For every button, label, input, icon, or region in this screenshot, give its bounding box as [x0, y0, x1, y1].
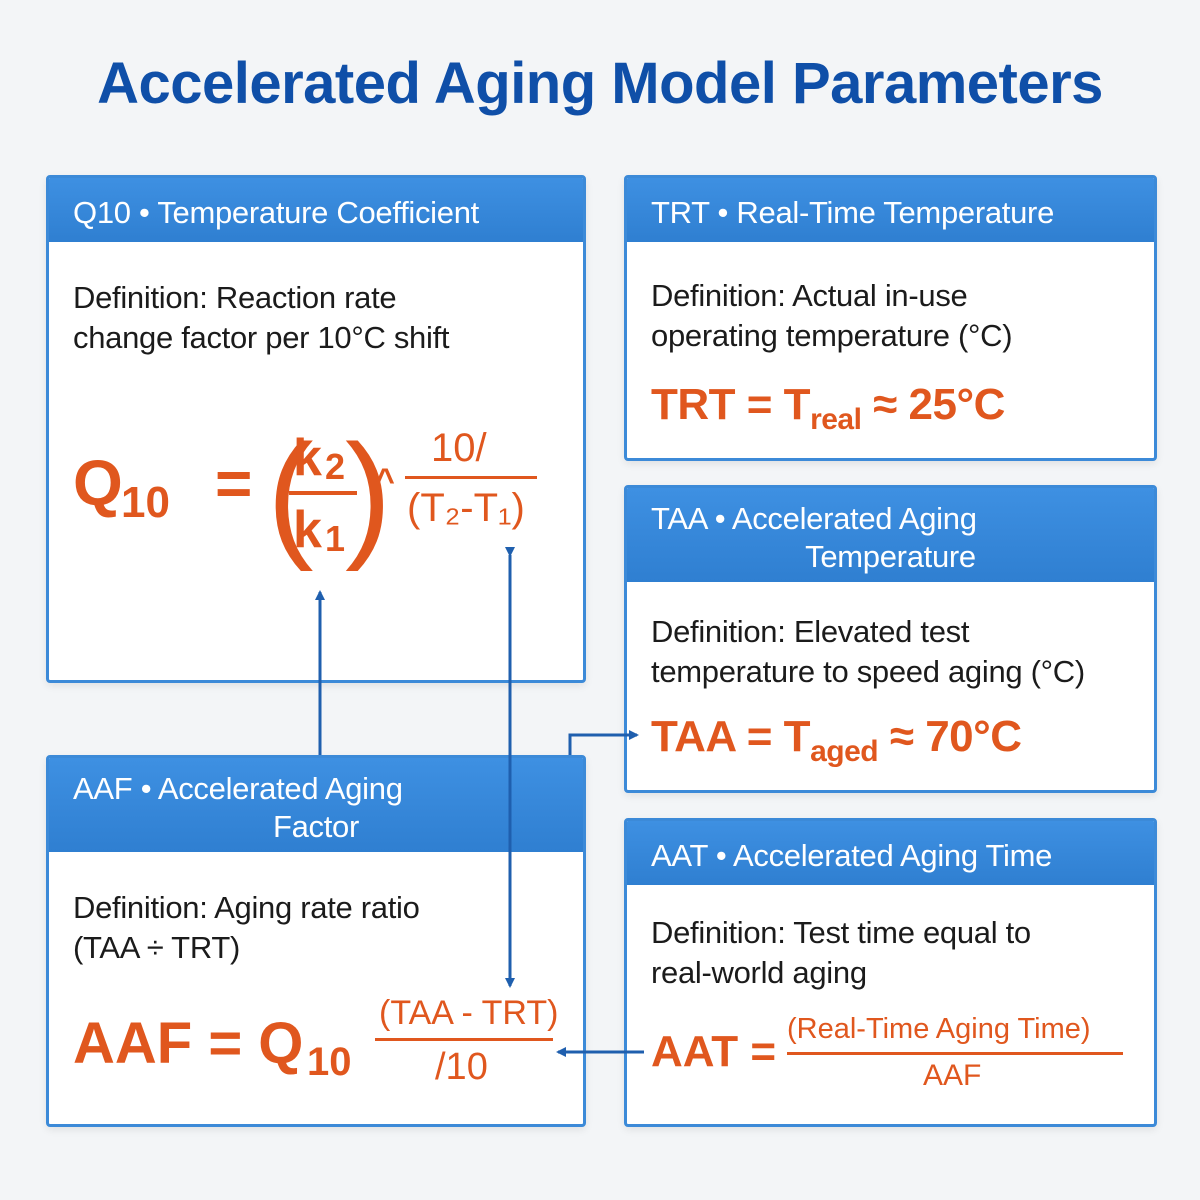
- q10-definition-line1: Definition: Reaction rate: [73, 280, 397, 315]
- q10-eq-equals: =: [215, 447, 253, 519]
- aaf-eq-exp-numerator: (TAA - TRT): [379, 994, 559, 1032]
- page-title: Accelerated Aging Model Parameters: [97, 51, 1103, 116]
- q10-right-paren: ): [345, 415, 392, 572]
- aaf-eq-left: AAF = Q: [73, 1011, 304, 1076]
- trt-card-header: TRT • Real-Time Temperature: [627, 178, 1154, 242]
- trt-equation: TRT = Treal ≈ 25°C: [651, 380, 1005, 437]
- taa-equation: TAA = Taged ≈ 70°C: [651, 712, 1022, 769]
- taa-eq-right: ≈ 70°C: [878, 712, 1022, 761]
- taa-card: TAA • Accelerated Aging Temperature Defi…: [624, 485, 1157, 793]
- aaf-eq-exp-denominator: /10: [435, 1046, 488, 1088]
- aat-eq-numerator: (Real-Time Aging Time): [787, 1013, 1091, 1045]
- aat-eq-denominator: AAF: [923, 1059, 982, 1092]
- q10-eq-exp-denominator: (T₂-T₁): [407, 486, 525, 530]
- aaf-eq-subscript: 10: [307, 1040, 352, 1084]
- taa-header-line2: Temperature: [805, 539, 976, 574]
- aaf-header-line1: AAF • Accelerated Aging: [73, 771, 403, 806]
- aaf-exp-fraction-bar: [375, 1038, 553, 1041]
- q10-eq-numerator-sub: 2: [325, 446, 346, 487]
- taa-definition: Definition: Elevated test temperature to…: [651, 612, 1138, 692]
- aaf-equation: AAF = Q 10 (TAA - TRT) /10: [49, 758, 583, 1124]
- trt-definition: Definition: Actual in-use operating temp…: [651, 276, 1138, 356]
- aat-card-header: AAT • Accelerated Aging Time: [627, 821, 1154, 885]
- arrow-to-taa: [568, 730, 639, 755]
- aat-definition-line1: Definition: Test time equal to: [651, 915, 1031, 950]
- q10-eq-subscript: 10: [121, 478, 170, 527]
- aat-definition-line2: real-world aging: [651, 955, 867, 990]
- trt-eq-right: ≈ 25°C: [861, 380, 1005, 429]
- aat-eq-left: AAT =: [651, 1027, 777, 1076]
- q10-exp-fraction-bar: [405, 476, 537, 479]
- aaf-card: AAF • Accelerated Aging Factor Definitio…: [46, 755, 586, 1127]
- aaf-definition-line2: (TAA ÷ TRT): [73, 930, 241, 965]
- aat-equation: AAT = (Real-Time Aging Time) AAF: [627, 821, 1154, 1124]
- q10-fraction-bar: [289, 491, 357, 495]
- q10-eq-exp-numerator: 10/: [431, 426, 487, 470]
- trt-card: TRT • Real-Time Temperature Definition: …: [624, 175, 1157, 461]
- q10-eq-symbol: Q: [73, 447, 123, 519]
- trt-definition-line2: operating temperature (°C): [651, 318, 1013, 353]
- q10-card-header: Q10 • Temperature Coefficient: [49, 178, 583, 242]
- trt-definition-line1: Definition: Actual in-use: [651, 278, 968, 313]
- q10-eq-caret: ^: [375, 462, 395, 500]
- q10-definition: Definition: Reaction rate change factor …: [73, 278, 567, 358]
- q10-card: Q10 • Temperature Coefficient Definition…: [46, 175, 586, 683]
- aat-fraction-bar: [787, 1052, 1123, 1055]
- trt-eq-subscript: real: [810, 403, 862, 436]
- aaf-definition: Definition: Aging rate ratio (TAA ÷ TRT): [73, 888, 567, 968]
- q10-eq-numerator-k: k: [293, 429, 322, 487]
- taa-card-header: TAA • Accelerated Aging Temperature: [627, 488, 1154, 582]
- taa-definition-line2: temperature to speed aging (°C): [651, 654, 1085, 689]
- aaf-card-header: AAF • Accelerated Aging Factor: [49, 758, 583, 852]
- q10-eq-denominator-sub: 1: [325, 518, 346, 559]
- q10-eq-denominator-k: k: [293, 501, 322, 559]
- taa-definition-line1: Definition: Elevated test: [651, 614, 970, 649]
- taa-header-line1: TAA • Accelerated Aging: [651, 501, 977, 536]
- trt-eq-left: TRT = T: [651, 380, 811, 429]
- aaf-header-line2: Factor: [272, 809, 360, 844]
- q10-equation: Q 10 = ( k 2 k 1 ) ^ 10/ (T₂-T₁): [49, 178, 583, 680]
- aaf-definition-line1: Definition: Aging rate ratio: [73, 890, 420, 925]
- taa-eq-subscript: aged: [810, 735, 879, 768]
- aat-card: AAT • Accelerated Aging Time Definition:…: [624, 818, 1157, 1127]
- q10-definition-line2: change factor per 10°C shift: [73, 320, 450, 355]
- taa-eq-left: TAA = T: [651, 712, 811, 761]
- aat-definition: Definition: Test time equal to real-worl…: [651, 913, 1138, 993]
